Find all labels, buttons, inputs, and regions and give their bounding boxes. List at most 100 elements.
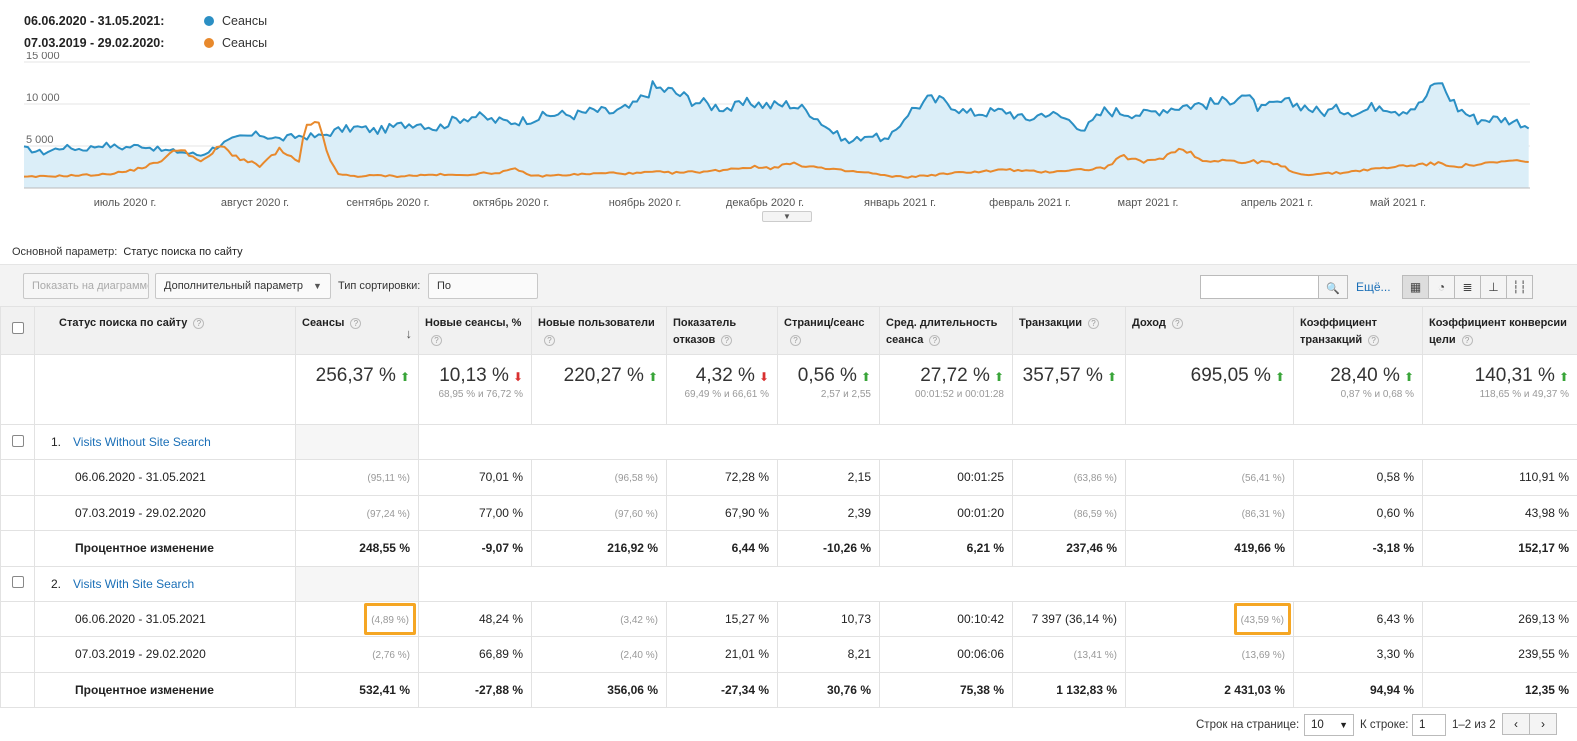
select-all-checkbox[interactable] (11, 321, 24, 334)
column-header[interactable]: Новые пользователи? (531, 306, 667, 355)
column-header-label: Коэффициент транзакций (1300, 317, 1378, 346)
legend-row-previous[interactable]: 07.03.2019 - 29.02.2020: Сеансы (24, 32, 267, 54)
row-checkbox[interactable] (11, 434, 24, 447)
table-cell: 72,28 % (666, 459, 778, 496)
column-header-label: Статус поиска по сайту (59, 317, 188, 329)
column-header[interactable]: Доход? (1125, 306, 1294, 355)
row-spacer (0, 530, 35, 567)
pie-view-icon[interactable]: ◔ (1428, 275, 1455, 299)
arrow-up-icon: ⬆ (860, 370, 871, 384)
pagination: Строк на странице: 10 ▼ К строке: 1 1–2 и… (0, 710, 1577, 741)
column-header[interactable]: Страниц/сеанс? (777, 306, 880, 355)
help-icon[interactable]: ? (193, 317, 205, 329)
total-value: 140,31 % (1474, 365, 1555, 386)
next-page-icon[interactable]: › (1529, 713, 1557, 735)
help-icon[interactable]: ? (431, 334, 442, 346)
help-icon[interactable]: ? (544, 334, 555, 346)
chart-collapse-toggle[interactable]: ▼ (762, 211, 812, 222)
help-icon[interactable]: ? (790, 334, 801, 346)
group-shade-cell (295, 424, 419, 460)
group-link[interactable]: Visits With Site Search (73, 576, 195, 591)
table-cell: 00:01:20 (879, 494, 1013, 531)
row-checkbox-cell[interactable] (0, 424, 35, 460)
x-tick-label: апрель 2021 г. (1241, 197, 1313, 209)
prev-page-icon[interactable]: ‹ (1502, 713, 1530, 735)
report-table: Статус поиска по сайту? Сеансы? ↓ Новые с… (0, 306, 1577, 708)
total-value: 4,32 % (695, 365, 755, 386)
total-cell: 4,32 % ⬇ 69,49 % и 66,61 % (666, 354, 778, 425)
column-header-sessions[interactable]: Сеансы? ↓ (295, 306, 419, 355)
table-cell: 12,35 % (1422, 671, 1577, 708)
table-cell: (86,59 %) (1012, 494, 1126, 531)
help-icon[interactable]: ? (1088, 317, 1100, 329)
row-checkbox[interactable] (11, 576, 24, 588)
select-all-checkbox-cell[interactable] (0, 306, 35, 355)
sort-type-dropdown[interactable]: По умолчанию▼ (428, 273, 538, 316)
rows-per-page-select[interactable]: 10 ▼ (1304, 714, 1354, 736)
series-line[interactable] (23, 121, 1529, 179)
chevron-down-icon: ▼ (312, 281, 322, 291)
group-index: 2. (51, 576, 62, 591)
search-icon: 🔍 (1326, 283, 1340, 295)
primary-dimension-value[interactable]: Статус поиска по сайту (123, 246, 243, 258)
column-header[interactable]: Коэффициент конверсии цели? (1422, 306, 1577, 355)
plot-rows-button[interactable]: Показать на диаграмме (23, 273, 149, 299)
help-icon[interactable]: ? (929, 334, 941, 346)
table-row: Процентное изменение 248,55 % -9,07 % 21… (0, 530, 1577, 567)
secondary-dimension-dropdown[interactable]: Дополнительный параметр ▼ (155, 273, 331, 299)
table-cell: 15,27 % (666, 600, 778, 637)
cell-value: (13,69 %) (1241, 650, 1285, 662)
cell-value: (3,42 %) (620, 614, 658, 626)
help-icon[interactable]: ? (1368, 334, 1380, 346)
table-cell: -27,34 % (666, 671, 778, 708)
row-checkbox-cell[interactable] (0, 565, 35, 602)
help-icon[interactable]: ? (1461, 334, 1473, 346)
search-button[interactable]: 🔍 (1318, 275, 1348, 299)
table-cell: 75,38 % (879, 671, 1013, 708)
pagination-range: 1–2 из 2 (1452, 719, 1496, 731)
table-cell: 10,73 (777, 600, 880, 637)
help-icon[interactable]: ? (721, 334, 733, 346)
row-spacer (0, 459, 35, 496)
highlight-box: (43,59 %) (1233, 602, 1291, 635)
arrow-up-icon: ⬆ (1274, 370, 1285, 384)
chart-legend: 06.06.2020 - 31.05.2021: Сеансы 07.03.20… (24, 10, 267, 54)
table-cell: 00:01:25 (879, 459, 1013, 496)
column-header-label: Сеансы (302, 317, 345, 329)
performance-view-icon[interactable]: ≣ (1454, 275, 1481, 299)
column-header[interactable]: Коэффициент транзакций? (1293, 306, 1423, 355)
sessions-chart-svg[interactable]: 15 000 10 000 5 000 июль 2020 г. август 2020… (0, 52, 1577, 212)
table-cell: 532,41 % (295, 671, 419, 708)
column-header[interactable]: Транзакции? (1012, 306, 1126, 355)
column-header[interactable]: Новые сеансы, %? (418, 306, 532, 355)
goto-row-input[interactable]: 1 (1412, 714, 1446, 736)
table-cell: 2 431,03 % (1125, 671, 1294, 708)
table-cell: 216,92 % (531, 530, 667, 567)
total-sub: 00:01:52 и 00:01:28 (915, 389, 1004, 400)
row-label: 06.06.2020 - 31.05.2021 (34, 600, 296, 637)
table-cell: 2,39 (777, 494, 880, 531)
help-icon[interactable]: ? (350, 317, 362, 329)
table-view-icon[interactable]: ▦ (1402, 275, 1429, 299)
column-header[interactable]: Статус поиска по сайту? (34, 306, 296, 355)
column-header-label: Транзакции (1019, 317, 1083, 329)
column-header[interactable]: Показатель отказов? (666, 306, 778, 355)
column-header[interactable]: Сред. длительность сеанса? (879, 306, 1013, 355)
x-tick-label: январь 2021 г. (864, 197, 936, 209)
table-cell: 239,55 % (1422, 636, 1577, 673)
group-link[interactable]: Visits Without Site Search (73, 435, 211, 449)
table-cell: 269,13 % (1422, 600, 1577, 637)
pivot-view-icon[interactable]: ┆┆ (1506, 275, 1533, 299)
series-line[interactable] (23, 80, 1530, 157)
comparison-view-icon[interactable]: ⊥ (1480, 275, 1507, 299)
table-cell: -3,18 % (1293, 530, 1423, 567)
advanced-filter-link[interactable]: Ещё... (1356, 280, 1391, 294)
table-cell: 67,90 % (666, 494, 778, 531)
help-icon[interactable]: ? (1171, 317, 1183, 329)
table-cell: 8,21 (777, 636, 880, 673)
y-tick-label: 10 000 (26, 92, 60, 104)
sessions-chart[interactable]: 15 000 10 000 5 000 июль 2020 г. август 2020… (0, 52, 1577, 224)
row-label: 07.03.2019 - 29.02.2020 (34, 494, 296, 531)
legend-row-current[interactable]: 06.06.2020 - 31.05.2021: Сеансы (24, 10, 267, 32)
table-cell: 00:10:42 (879, 600, 1013, 637)
